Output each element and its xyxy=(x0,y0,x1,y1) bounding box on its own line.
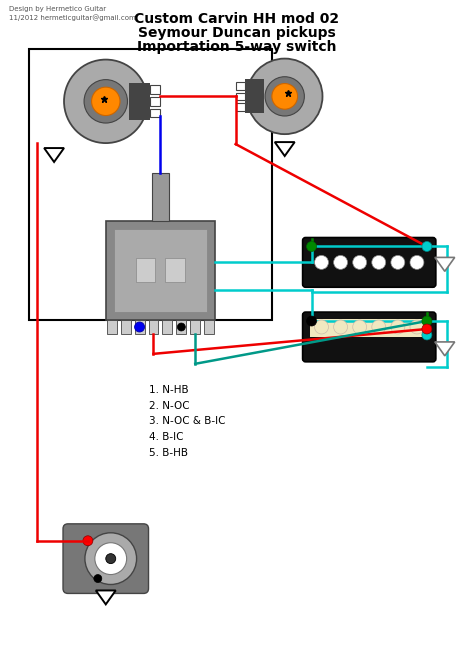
Circle shape xyxy=(391,320,405,334)
Bar xyxy=(190,320,200,334)
Circle shape xyxy=(353,338,366,352)
Circle shape xyxy=(422,242,432,252)
Bar xyxy=(148,320,158,334)
Text: 11/2012 hermeticguitar@gmail.com: 11/2012 hermeticguitar@gmail.com xyxy=(9,14,136,20)
Circle shape xyxy=(353,320,366,334)
Polygon shape xyxy=(275,142,295,156)
Bar xyxy=(150,85,160,94)
Circle shape xyxy=(422,324,432,334)
Circle shape xyxy=(410,320,424,334)
Bar xyxy=(165,259,185,282)
Bar xyxy=(152,173,169,221)
Text: 1. N-HB: 1. N-HB xyxy=(148,384,188,395)
Circle shape xyxy=(315,255,328,269)
Bar xyxy=(29,48,272,320)
Bar xyxy=(176,320,186,334)
Bar xyxy=(204,320,214,334)
Bar xyxy=(163,320,173,334)
FancyBboxPatch shape xyxy=(302,238,436,288)
Circle shape xyxy=(410,338,424,352)
Bar xyxy=(121,320,131,334)
Bar xyxy=(245,79,264,113)
Bar xyxy=(107,320,117,334)
Circle shape xyxy=(353,255,366,269)
Text: 5. B-HB: 5. B-HB xyxy=(148,448,188,458)
Circle shape xyxy=(334,338,347,352)
Circle shape xyxy=(315,338,328,352)
Bar xyxy=(150,109,160,117)
Bar xyxy=(135,320,145,334)
Circle shape xyxy=(106,553,116,563)
Circle shape xyxy=(84,80,128,123)
Bar xyxy=(236,103,245,111)
Circle shape xyxy=(272,84,298,109)
Circle shape xyxy=(247,58,322,134)
Polygon shape xyxy=(435,257,455,271)
Circle shape xyxy=(83,536,93,546)
Circle shape xyxy=(372,338,386,352)
Bar xyxy=(150,97,160,105)
Bar xyxy=(310,319,429,337)
Circle shape xyxy=(334,320,347,334)
Circle shape xyxy=(422,330,432,340)
Circle shape xyxy=(422,316,432,326)
Text: Seymour Duncan pickups: Seymour Duncan pickups xyxy=(138,26,336,40)
Bar xyxy=(236,82,245,90)
Text: 2. N-OC: 2. N-OC xyxy=(148,401,189,411)
Text: Importation 5-way switch: Importation 5-way switch xyxy=(137,40,337,54)
Bar xyxy=(236,92,245,100)
Circle shape xyxy=(372,255,386,269)
Text: Custom Carvin HH mod 02: Custom Carvin HH mod 02 xyxy=(135,12,339,26)
Circle shape xyxy=(315,320,328,334)
FancyBboxPatch shape xyxy=(302,312,436,362)
Polygon shape xyxy=(44,148,64,162)
Circle shape xyxy=(94,574,102,582)
Polygon shape xyxy=(435,342,455,356)
Circle shape xyxy=(410,255,424,269)
Polygon shape xyxy=(96,590,116,605)
Circle shape xyxy=(95,543,127,574)
Circle shape xyxy=(64,60,147,143)
Text: 3. N-OC & B-IC: 3. N-OC & B-IC xyxy=(148,417,225,426)
Circle shape xyxy=(91,87,120,115)
Bar xyxy=(114,229,207,312)
Circle shape xyxy=(265,77,304,116)
Circle shape xyxy=(307,316,317,326)
Text: 4. B-IC: 4. B-IC xyxy=(148,432,183,442)
Circle shape xyxy=(135,322,145,332)
Text: Design by Hermetico Guitar: Design by Hermetico Guitar xyxy=(9,6,107,12)
Bar xyxy=(129,83,150,120)
Bar xyxy=(106,221,215,320)
Circle shape xyxy=(177,323,185,331)
Bar xyxy=(136,259,155,282)
Circle shape xyxy=(85,533,137,584)
Circle shape xyxy=(372,320,386,334)
FancyBboxPatch shape xyxy=(63,524,148,593)
Circle shape xyxy=(334,255,347,269)
Circle shape xyxy=(391,255,405,269)
Circle shape xyxy=(307,242,317,252)
Circle shape xyxy=(391,338,405,352)
